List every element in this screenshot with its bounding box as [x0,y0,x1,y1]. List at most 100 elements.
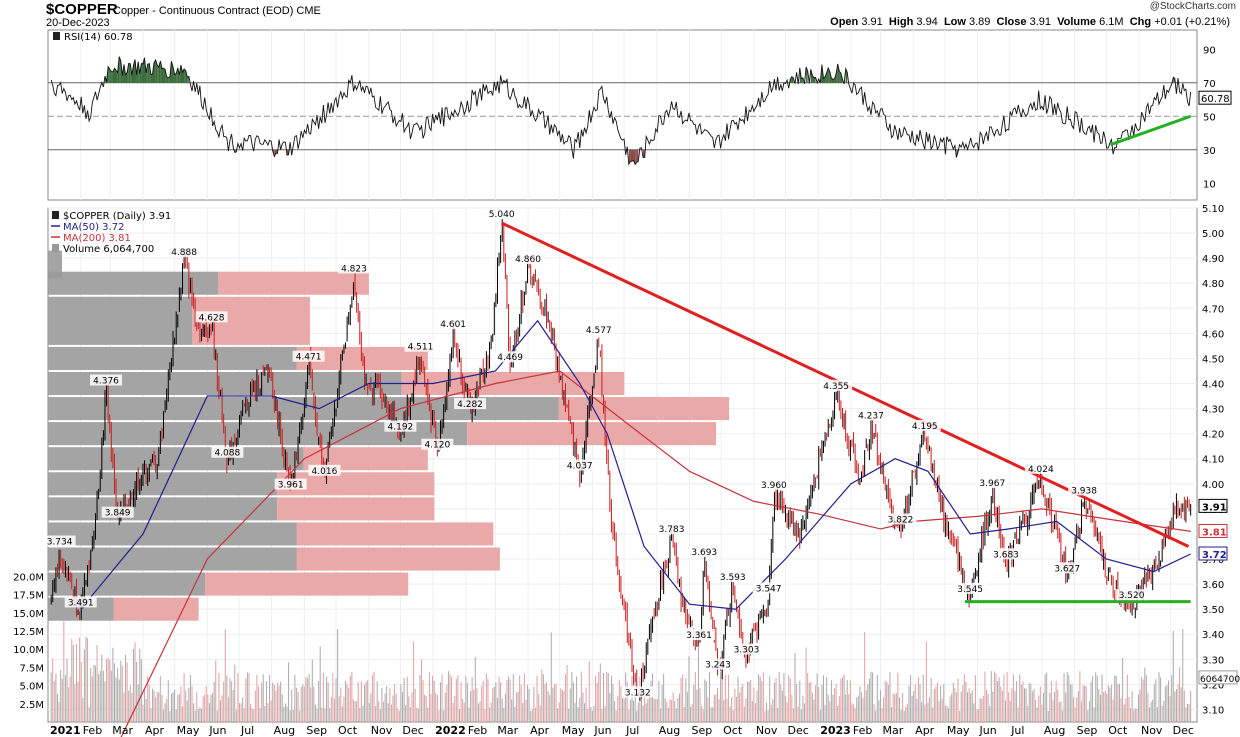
vbp-bar-down [48,497,278,521]
annotation-bg [582,324,615,336]
x-axis-label: 2021 [50,724,81,737]
x-axis-label: Nov [1141,724,1163,737]
annotation-bg [494,351,527,363]
annotation-bg [308,464,341,476]
vbp-bar-up [205,572,409,596]
price-tick-label: 4.40 [1202,380,1224,391]
vbp-bar-down [48,271,219,295]
price-tick-label: 5.00 [1202,229,1224,240]
price-annotation: 3.961 [278,481,304,491]
price-tick-label: 4.30 [1202,405,1224,416]
value-tag: 3.81 [1202,527,1227,538]
volume-tick-label: 5.0M [19,682,44,693]
x-axis-label: Oct [338,724,358,737]
value-tag: 3.72 [1202,550,1227,561]
value-tag-box [1198,546,1228,561]
low-label: Low [943,16,966,28]
price-tick-label: 4.20 [1202,430,1224,441]
volume-tick-label: 2.5M [19,700,44,711]
price-annotation: 3.132 [625,688,651,698]
price-tick-label: 3.10 [1202,705,1224,716]
open-value: 3.91 [861,16,883,28]
annotation-bg [688,545,721,557]
rsi-oversold-fill [286,149,289,156]
volume-tick-label: 12.5M [13,627,44,638]
x-axis-label: Dec [1173,724,1194,737]
volume-bars [50,621,1192,722]
x-axis-label: Aug [659,724,680,737]
rsi-overbought-fill [825,72,827,83]
annotation-bg [454,398,487,410]
annotation-bg [168,246,201,258]
price-annotation: 4.037 [567,462,593,472]
annotation-bg [820,379,853,391]
vbp-bar-down [48,250,62,279]
price-annotation: 4.376 [93,377,119,387]
price-annotation: 3.683 [993,550,1019,560]
x-axis-label: Dec [402,724,423,737]
rsi-tick-label: 50 [1203,112,1216,123]
rsi-overbought-fill [147,63,150,83]
rsi-tick-label: 30 [1203,146,1216,157]
price-tick-label: 3.20 [1202,680,1224,691]
rsi-tick-label: 70 [1203,79,1216,90]
rsi-overbought-fill [157,64,159,83]
rsi-oversold-fill [631,149,634,162]
rsi-tick-label: 90 [1203,45,1216,56]
chart-subtitle: Copper - Continuous Contract (EOD) CME [113,5,321,17]
volume-tick-label: 7.5M [19,663,44,674]
price-tick-label: 3.70 [1202,555,1224,566]
price-annotation: 3.783 [659,525,685,535]
annotation-bg [716,570,749,582]
price-panel: 3.734 3.491 4.376 3.849 4.888 4.628 4.088 3.961… [43,208,1192,737]
rsi-overbought-fill [814,77,816,83]
legend-text: MA(200) 3.81 [63,233,131,244]
legend-text: $COPPER (Daily) 3.91 [63,211,171,222]
x-axis-label: May [177,724,200,737]
annotation-bg [884,513,917,525]
annotation-bg [1024,462,1057,474]
rsi-overbought-fill [154,59,156,83]
chg-value: +0.01 (+0.21%) [1154,16,1230,28]
rsi-overbought-fill [184,69,186,83]
x-axis-label: Apr [530,724,550,737]
rsi-overbought-fill [155,59,158,83]
vbp-bar-up [277,472,435,496]
annotation-bg [563,459,596,471]
legend-swatch [52,244,59,252]
x-axis-label: Aug [1044,724,1065,737]
rsi-overbought-fill [166,76,169,83]
rsi-overbought-fill [111,71,113,83]
value-tag-box [1198,498,1228,513]
price-tick-label: 4.10 [1202,455,1224,466]
annotation-bg [655,523,688,535]
rsi-oversold-fill [643,149,645,158]
low-value: 3.89 [969,16,991,28]
legend-text: Volume 6,064,700 [63,244,154,255]
price-tick-label: 5.10 [1202,204,1224,215]
price-annotation: 4.469 [497,353,523,363]
annotation-bg [1051,562,1084,574]
x-axis-label: Mar [497,724,518,737]
price-annotation: 4.088 [214,449,240,459]
vbp-bar-down [48,547,297,571]
rsi-line [50,56,1192,166]
rsi-tick-label: 10 [1203,179,1216,190]
chg-label: Chg [1129,16,1152,28]
annotation-bg [701,658,734,670]
price-annotation: 3.822 [888,515,914,525]
annotation-bg [43,535,76,547]
rsi-oversold-fill [636,149,639,163]
chart-date: 20-Dec-2023 [46,17,110,29]
volume-tick-label: 17.5M [13,591,44,602]
volume-tag: 6064700 [1200,675,1240,685]
vbp-bar-up [296,346,428,370]
price-annotation: 4.237 [858,411,884,421]
vbp-bar-down [48,371,402,396]
price-annotation: 4.282 [457,400,483,410]
high-value: 3.94 [916,16,938,28]
rsi-overbought-fill [837,64,840,83]
axes: 5.10 5.00 4.90 4.80 4.70 4.60 4.50 4.40 4.30 4.20… [13,45,1240,737]
price-annotation: 3.938 [1071,486,1097,496]
